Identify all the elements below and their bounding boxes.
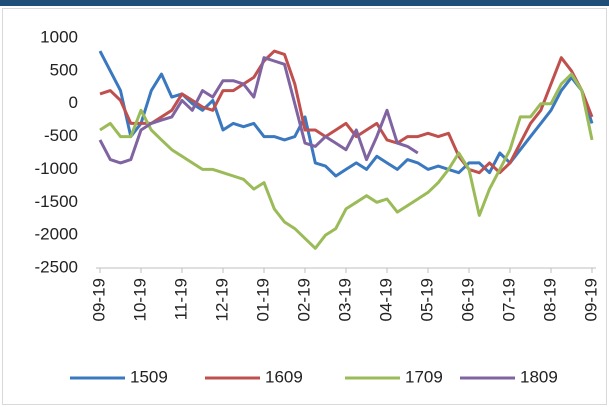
legend-label: 1809 <box>520 367 558 386</box>
x-tick-label: 07-19 <box>499 278 518 321</box>
x-tick-label: 10-19 <box>130 278 149 321</box>
y-tick-label: -1000 <box>35 159 78 178</box>
x-tick-label: 06-19 <box>458 278 477 321</box>
x-tick-label: 09-19 <box>89 278 108 321</box>
y-tick-label: -500 <box>44 126 78 145</box>
legend-label: 1709 <box>405 367 443 386</box>
chart-border <box>2 8 607 405</box>
x-tick-label: 02-19 <box>294 278 313 321</box>
x-tick-label: 09-19 <box>581 278 600 321</box>
x-tick-label: 08-19 <box>540 278 559 321</box>
legend-label: 1609 <box>265 367 303 386</box>
y-tick-label: -2000 <box>35 225 78 244</box>
x-tick-label: 01-19 <box>253 278 272 321</box>
x-tick-label: 05-19 <box>417 278 436 321</box>
x-tick-label: 11-19 <box>171 278 190 320</box>
header-bar <box>0 0 609 6</box>
y-tick-label: 0 <box>69 93 78 112</box>
y-tick-label: 1000 <box>40 27 78 46</box>
line-series <box>99 72 594 250</box>
y-tick-label: -1500 <box>35 192 78 211</box>
legend-label: 1509 <box>130 367 168 386</box>
y-tick-label: 500 <box>50 60 78 79</box>
x-tick-label: 04-19 <box>376 278 395 321</box>
x-tick-label: 12-19 <box>212 278 231 321</box>
line-series <box>98 56 419 165</box>
y-tick-label: -2500 <box>35 257 78 276</box>
line-series <box>99 49 594 175</box>
x-tick-label: 03-19 <box>335 278 354 321</box>
